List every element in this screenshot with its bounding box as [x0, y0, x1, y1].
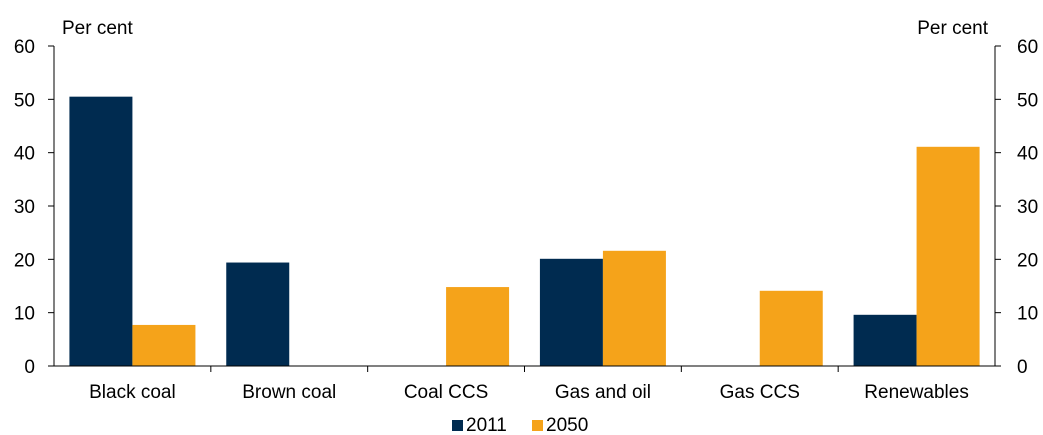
y-left-axis: 0 10 20 30 40 50 60: [14, 37, 54, 378]
y-right-tick-label: 60: [1017, 37, 1038, 58]
bars: [69, 96, 980, 367]
bar-2011-gas-and-oil: [539, 258, 603, 366]
y-left-tick-label: 0: [24, 357, 35, 378]
y-left-tick-label: 10: [14, 304, 35, 325]
y-left-tick-label: 40: [14, 144, 35, 165]
y-right-tick-label: 0: [1017, 357, 1028, 378]
y-left-tick-label: 20: [14, 250, 35, 271]
y-left-tick-label: 30: [14, 197, 35, 218]
legend-swatch-2011: [452, 420, 463, 431]
y-left-tick-label: 60: [14, 37, 35, 58]
legend-swatch-2050: [532, 420, 543, 431]
legend: 2011 2050: [452, 415, 588, 435]
bar-2011-brown-coal: [226, 262, 290, 366]
bar-2050-black-coal: [132, 324, 196, 366]
x-tick-label: Black coal: [89, 382, 176, 403]
bar-2050-coal-ccs: [446, 287, 510, 366]
y-left-tick-label: 50: [14, 90, 35, 111]
x-tick-label: Coal CCS: [404, 382, 488, 403]
y-right-axis: 0 10 20 30 40 50 60: [995, 37, 1038, 378]
y-right-tick-label: 40: [1017, 144, 1038, 165]
y-right-tick-label: 30: [1017, 197, 1038, 218]
y-left-axis-label: Per cent: [62, 18, 133, 39]
x-axis-labels: Black coal Brown coal Coal CCS Gas and oil G…: [89, 382, 969, 403]
y-right-tick-label: 20: [1017, 250, 1038, 271]
y-right-tick-label: 10: [1017, 304, 1038, 325]
y-right-tick-label: 50: [1017, 90, 1038, 111]
bar-2050-renewables: [916, 146, 980, 366]
y-right-axis-label: Per cent: [917, 18, 988, 39]
x-tick-label: Gas and oil: [555, 382, 651, 403]
bar-2050-gas-and-oil: [602, 250, 666, 366]
legend-label-2011: 2011: [466, 415, 507, 435]
bar-2011-black-coal: [69, 96, 133, 367]
legend-label-2050: 2050: [546, 415, 588, 435]
x-tick-label: Gas CCS: [720, 382, 800, 403]
bar-2011-renewables: [853, 314, 917, 366]
bar-2050-gas-ccs: [759, 290, 823, 366]
x-tick-label: Brown coal: [242, 382, 336, 403]
x-tick-label: Renewables: [864, 382, 969, 403]
x-axis-ticks: [210, 366, 839, 372]
